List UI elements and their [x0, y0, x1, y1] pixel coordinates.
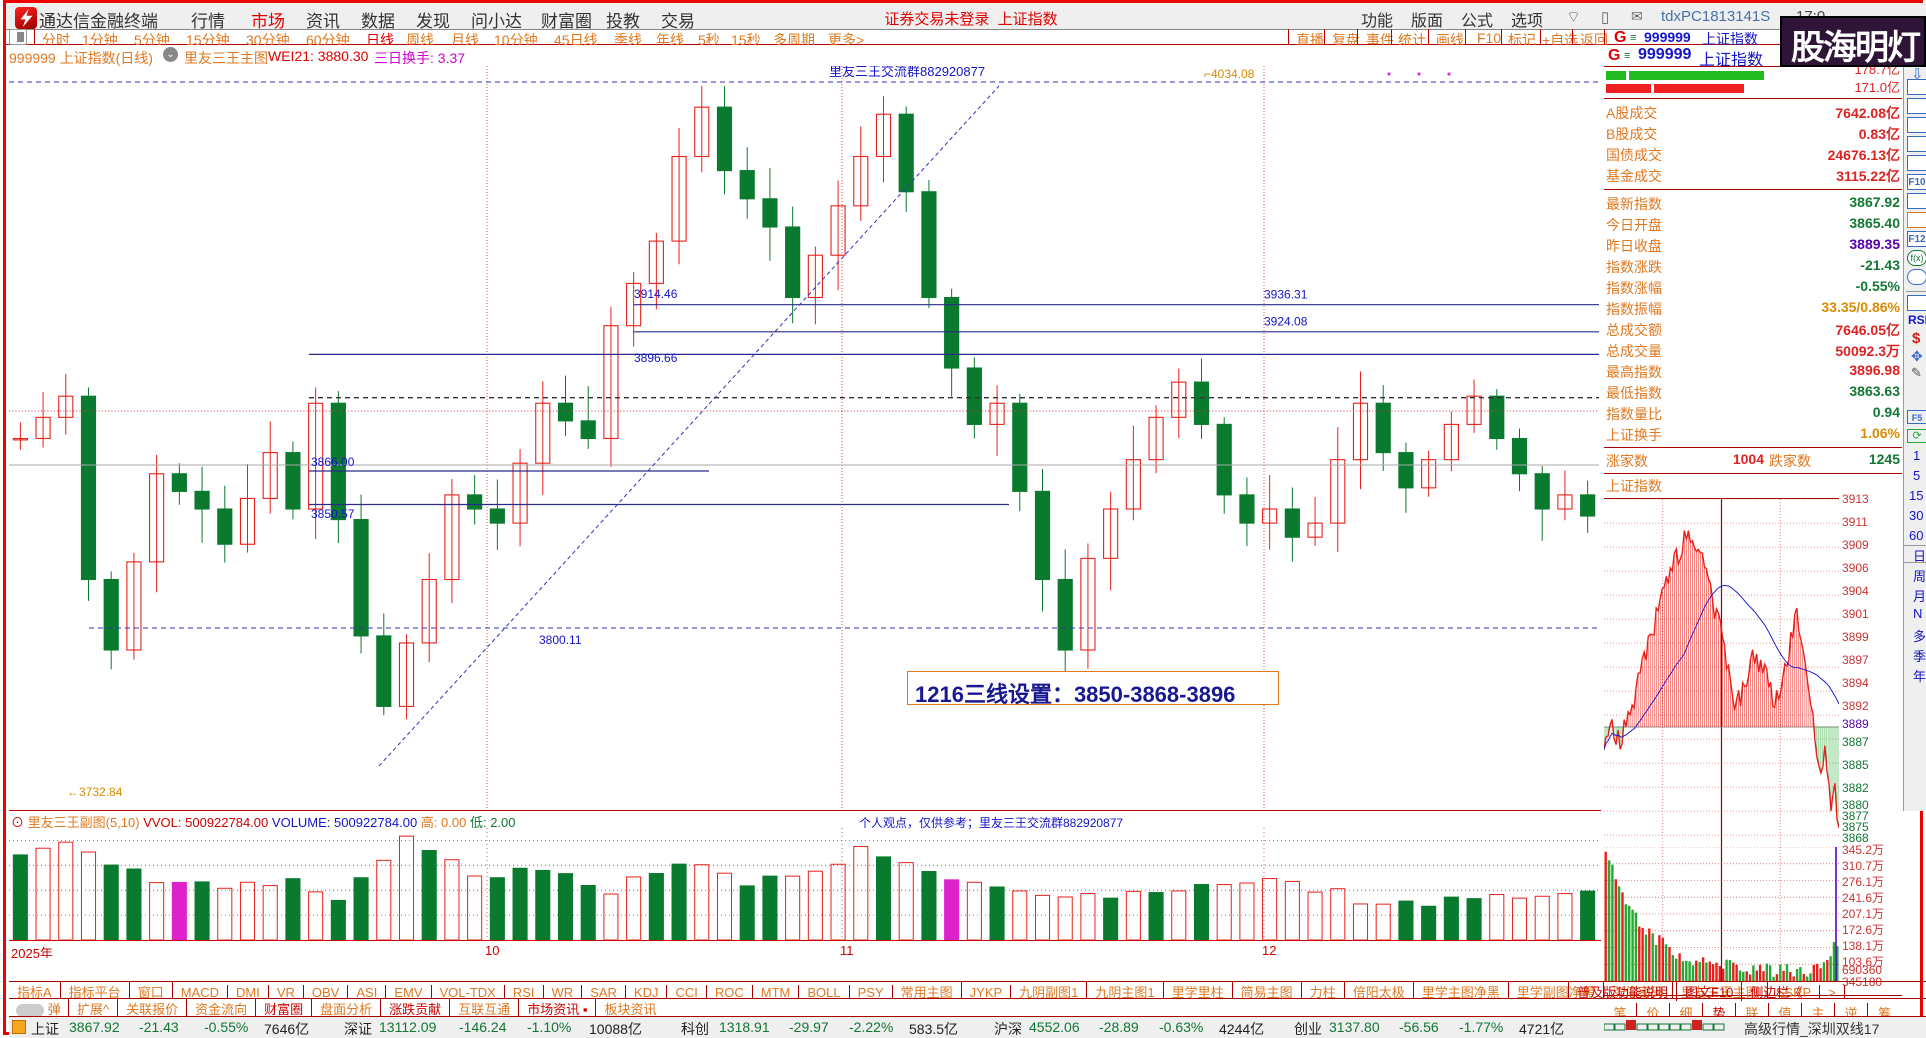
svg-text:←3732.84: ←3732.84 [67, 785, 123, 799]
svg-text:3800.11: 3800.11 [539, 633, 582, 647]
svg-text:里友三王交流群882920877: 里友三王交流群882920877 [829, 66, 985, 79]
svg-text:3914.46: 3914.46 [634, 287, 678, 301]
svg-text:3896.66: 3896.66 [634, 351, 678, 365]
svg-text:3924.08: 3924.08 [1264, 315, 1308, 329]
svg-text:3866.00: 3866.00 [311, 455, 355, 469]
svg-text:3936.31: 3936.31 [1264, 288, 1308, 302]
svg-text:⌐4034.08: ⌐4034.08 [1204, 67, 1255, 81]
svg-text:3850.57: 3850.57 [311, 507, 355, 521]
